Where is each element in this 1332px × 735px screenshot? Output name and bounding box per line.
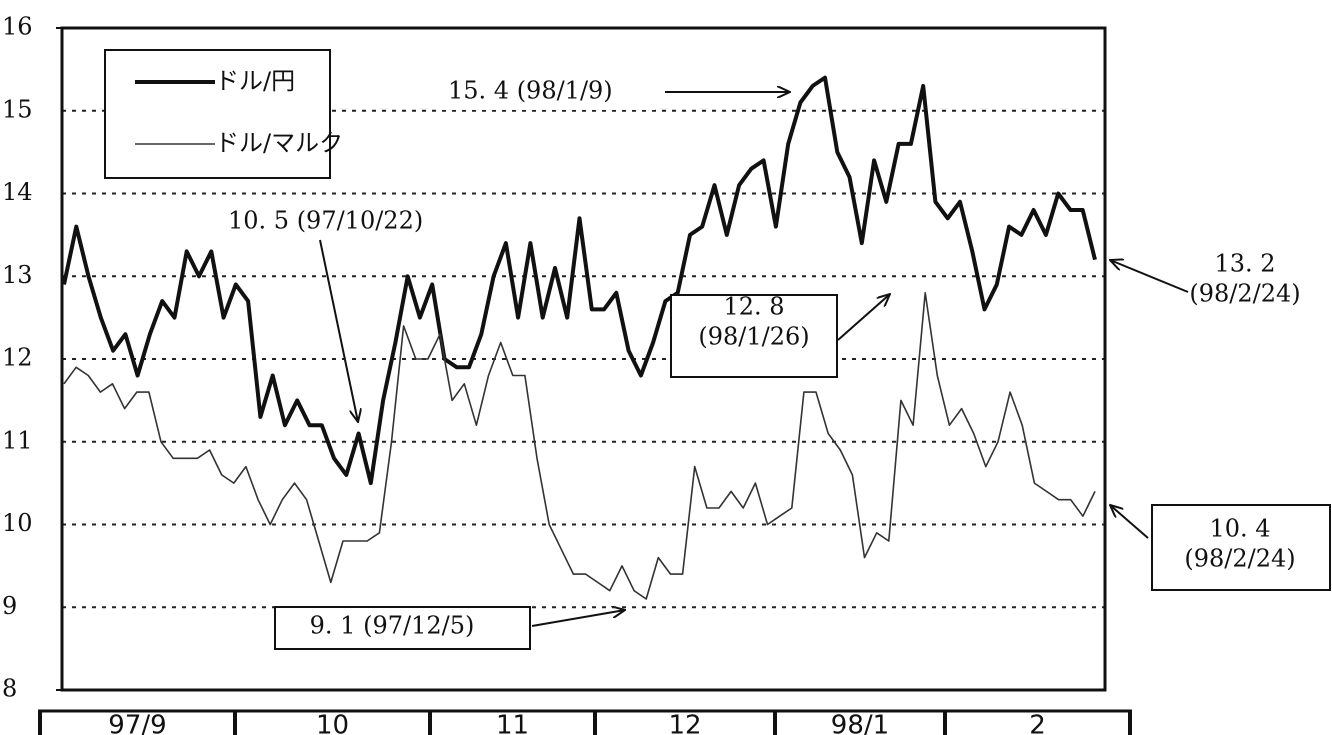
annotation-text: (98/2/24) bbox=[1189, 280, 1300, 308]
annotation-text: 10. 4 bbox=[1209, 515, 1270, 543]
y-tick-label: 10 bbox=[2, 509, 33, 537]
annotation-text: (98/2/24) bbox=[1184, 545, 1295, 573]
y-tick-label: 16 bbox=[2, 13, 33, 41]
annotation-box bbox=[274, 606, 531, 650]
annotation-text: (98/1/26) bbox=[698, 323, 809, 351]
annotation-text: 15. 4 (98/1/9) bbox=[448, 77, 613, 105]
series-line bbox=[63, 292, 1096, 600]
y-tick-label: 15 bbox=[2, 95, 33, 123]
x-tick-label: 98/1 bbox=[831, 711, 889, 735]
plot-frame bbox=[60, 26, 1107, 692]
legend-label: ドル/円 bbox=[215, 67, 295, 95]
annotation-text: 13. 2 bbox=[1214, 250, 1275, 278]
legend-box bbox=[104, 49, 331, 179]
y-tick-label: 8 bbox=[2, 675, 17, 703]
annotation-text: 12. 8 bbox=[723, 293, 784, 321]
y-tick-label: 14 bbox=[2, 178, 33, 206]
annotation-box bbox=[1151, 504, 1331, 591]
x-tick-label: 12 bbox=[668, 711, 701, 735]
x-tick-label: 10 bbox=[316, 711, 349, 735]
arrows bbox=[319, 92, 1189, 627]
y-tick-label: 13 bbox=[2, 261, 33, 289]
x-tick-label: 2 bbox=[1029, 711, 1046, 735]
y-tick-label: 12 bbox=[2, 344, 33, 372]
x-tick-label: 11 bbox=[496, 711, 529, 735]
annotation-text: 10. 5 (97/10/22) bbox=[228, 207, 423, 235]
legend-label: ドル/マルク bbox=[215, 129, 343, 157]
y-tick-label: 11 bbox=[2, 426, 33, 454]
series-line bbox=[62, 75, 1097, 486]
annotation-box bbox=[670, 294, 838, 378]
y-tick-label: 9 bbox=[2, 592, 17, 620]
x-tick-label: 97/9 bbox=[108, 711, 166, 735]
annotation-bg bbox=[440, 74, 655, 110]
annotation-text: 9. 1 (97/12/5) bbox=[310, 612, 475, 640]
